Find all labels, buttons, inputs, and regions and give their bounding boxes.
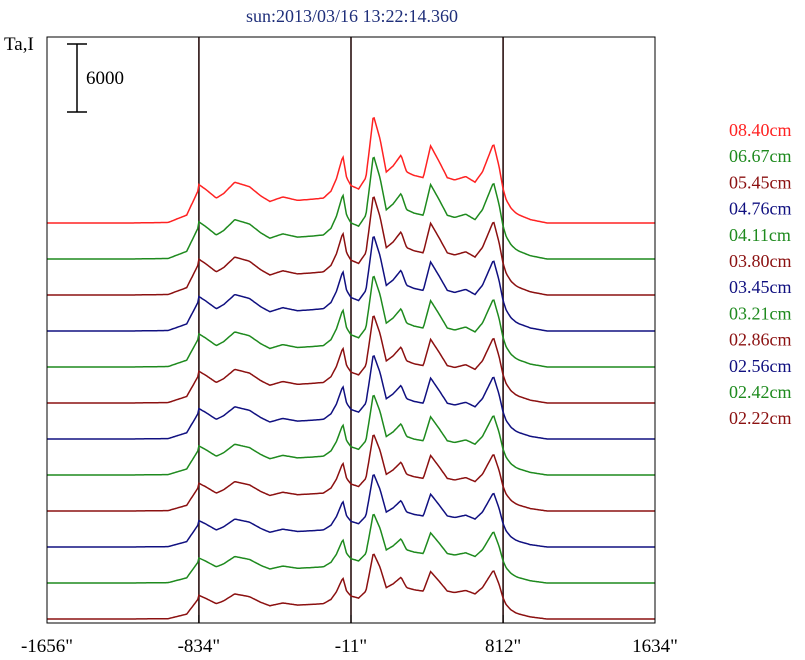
legend-item: 02.42cm [729, 382, 792, 402]
legend-item: 03.21cm [729, 303, 792, 323]
chart-title: sun:2013/03/16 13:22:14.360 [246, 6, 458, 26]
legend-item: 03.80cm [729, 251, 792, 271]
legend: 08.40cm 06.67cm 05.45cm 04.76cm 04.11cm 03.80… [729, 120, 792, 428]
series-line-08.40cm [47, 116, 655, 224]
series-line-02.86cm [47, 434, 655, 512]
legend-item: 02.56cm [729, 356, 792, 376]
x-tick-label: -11" [335, 636, 367, 657]
series-line-06.67cm [47, 156, 655, 260]
series-line-02.42cm [47, 513, 655, 584]
legend-item: 04.76cm [729, 199, 792, 219]
legend-item: 06.67cm [729, 146, 792, 166]
x-tick-label: 812" [485, 636, 521, 657]
series-line-04.76cm [47, 236, 655, 332]
scale-bar: 6000 [67, 43, 124, 113]
series-line-03.21cm [47, 394, 655, 476]
series-line-03.45cm [47, 355, 655, 440]
scale-bar-label: 6000 [86, 68, 124, 89]
series-line-02.56cm [47, 474, 655, 548]
x-tick-label: -834" [178, 636, 221, 657]
series-line-04.11cm [47, 275, 655, 368]
legend-item: 02.22cm [729, 408, 792, 428]
legend-item: 05.45cm [729, 172, 792, 192]
x-tick-label: 1634" [632, 636, 678, 657]
spectra-series [47, 116, 655, 620]
x-tick-label: -1656" [21, 636, 73, 657]
series-line-05.45cm [47, 196, 655, 296]
legend-item: 03.45cm [729, 277, 792, 297]
legend-item: 08.40cm [729, 120, 792, 140]
legend-item: 02.86cm [729, 330, 792, 350]
series-line-02.22cm [47, 553, 655, 620]
y-axis-label: Ta,I [4, 34, 34, 55]
x-axis-ticks: -1656" -834" -11" 812" 1634" [21, 615, 678, 657]
series-line-03.80cm [47, 315, 655, 404]
legend-item: 04.11cm [729, 225, 791, 245]
